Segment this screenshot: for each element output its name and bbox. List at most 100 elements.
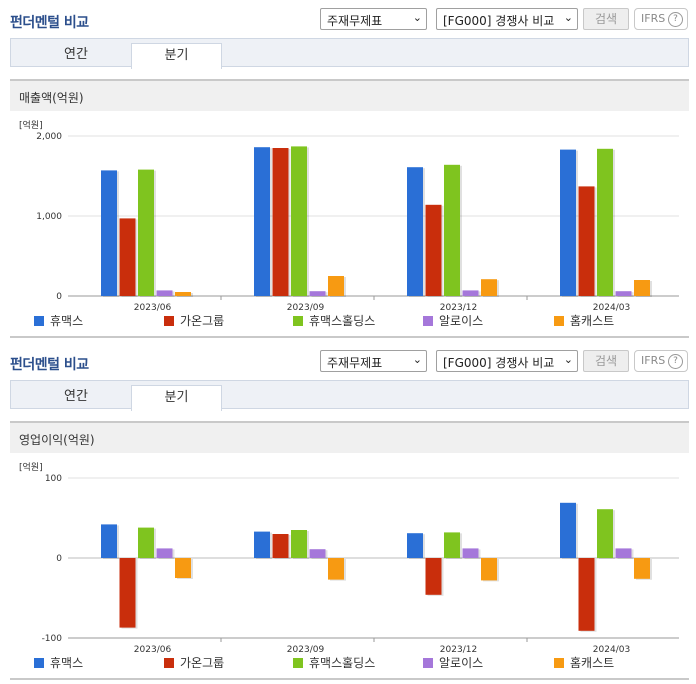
- chevron-down-icon: ⌄: [412, 11, 422, 24]
- chart-legend: 휴맥스 가온그룹 휴맥스홀딩스 알로이스 홈캐스트: [0, 654, 696, 670]
- bar-휴맥스: [101, 170, 117, 296]
- bar-휴맥스: [560, 149, 576, 296]
- x-tick-label: 2023/09: [287, 645, 325, 654]
- legend-item[interactable]: 알로이스: [423, 312, 483, 329]
- tab-annual[interactable]: 연간: [64, 47, 88, 62]
- period-tabs: 연간 분기: [10, 380, 689, 411]
- legend-swatch: [423, 658, 433, 668]
- legend-item[interactable]: 가온그룹: [164, 654, 224, 671]
- x-tick-label: 2024/03: [593, 303, 630, 312]
- operating-profit-chart: -100 0 100 2023/06 2023/09 2023/12 2024/03: [42, 474, 679, 654]
- bar-휴맥스: [101, 524, 117, 558]
- tab-quarterly[interactable]: 분기: [131, 385, 222, 411]
- ifrs-help-button[interactable]: IFRS ?: [634, 8, 688, 30]
- panel-header: 펀더멘털 비교 주재무제표 ⌄ [FG000] 경쟁사 비교 ⌄ 검색 IFRS…: [0, 0, 696, 38]
- x-tick-label: 2023/12: [440, 303, 477, 312]
- ifrs-help-button[interactable]: IFRS ?: [634, 350, 688, 372]
- tab-annual[interactable]: 연간: [64, 389, 88, 404]
- bar-가온그룹: [578, 186, 595, 296]
- metric-title: 영업이익(억원): [19, 433, 95, 447]
- legend-item[interactable]: 휴맥스홀딩스: [293, 312, 375, 329]
- legend-swatch: [164, 316, 174, 326]
- bar-알로이스: [309, 291, 326, 296]
- bar-가온그룹: [425, 558, 442, 595]
- x-tick-label: 2024/03: [593, 645, 630, 654]
- x-tick-label: 2023/12: [440, 645, 477, 654]
- legend-swatch: [554, 316, 564, 326]
- legend-item[interactable]: 휴맥스: [34, 312, 83, 329]
- bar-홈캐스트: [481, 558, 497, 581]
- bar-홈캐스트: [175, 558, 191, 578]
- legend-item[interactable]: 홈캐스트: [554, 654, 614, 671]
- bar-알로이스: [156, 290, 173, 296]
- bar-휴맥스: [407, 167, 423, 296]
- panel-title: 펀더멘털 비교: [10, 357, 89, 373]
- compare-select[interactable]: [FG000] 경쟁사 비교 ⌄: [436, 8, 578, 30]
- bar-알로이스: [615, 548, 632, 558]
- ifrs-label: IFRS: [641, 12, 666, 25]
- unit-label: [억원]: [19, 121, 43, 131]
- legend-label: 가온그룹: [180, 656, 225, 670]
- statement-select[interactable]: 주재무제표 ⌄: [320, 8, 427, 30]
- legend-swatch: [34, 658, 44, 668]
- divider: [10, 336, 689, 338]
- legend-label: 휴맥스홀딩스: [309, 656, 376, 670]
- compare-select[interactable]: [FG000] 경쟁사 비교 ⌄: [436, 350, 578, 372]
- legend-label: 홈캐스트: [570, 314, 615, 328]
- legend-label: 알로이스: [439, 314, 484, 328]
- y-tick-label: -100: [42, 634, 63, 644]
- bar-휴맥스홀딩스: [597, 148, 613, 296]
- y-tick-label: 1,000: [36, 212, 62, 222]
- bar-휴맥스: [254, 147, 270, 296]
- legend-swatch: [34, 316, 44, 326]
- bar-휴맥스홀딩스: [444, 532, 460, 558]
- legend-label: 휴맥스: [50, 314, 84, 328]
- legend-swatch: [293, 658, 303, 668]
- statement-select[interactable]: 주재무제표 ⌄: [320, 350, 427, 372]
- legend-label: 휴맥스홀딩스: [309, 314, 376, 328]
- legend-item[interactable]: 홈캐스트: [554, 312, 614, 329]
- legend-swatch: [293, 316, 303, 326]
- tab-quarterly[interactable]: 분기: [131, 43, 222, 69]
- bar-가온그룹: [578, 558, 595, 631]
- legend-label: 휴맥스: [50, 656, 84, 670]
- search-button[interactable]: 검색: [583, 8, 629, 30]
- legend-swatch: [423, 316, 433, 326]
- operating-profit-panel: 펀더멘털 비교 주재무제표 ⌄ [FG000] 경쟁사 비교 ⌄ 검색 IFRS…: [0, 342, 696, 680]
- bar-가온그룹: [119, 558, 136, 628]
- bar-홈캐스트: [328, 558, 344, 580]
- legend-swatch: [554, 658, 564, 668]
- metric-title: 매출액(억원): [19, 91, 84, 105]
- legend-item[interactable]: 가온그룹: [164, 312, 224, 329]
- statement-select-value: 주재무제표: [327, 14, 383, 28]
- x-tick-label: 2023/06: [134, 303, 172, 312]
- bar-휴맥스홀딩스: [597, 509, 613, 558]
- search-button[interactable]: 검색: [583, 350, 629, 372]
- bar-홈캐스트: [175, 292, 191, 296]
- legend-item[interactable]: 알로이스: [423, 654, 483, 671]
- bar-알로이스: [156, 548, 173, 558]
- help-icon: ?: [668, 12, 683, 27]
- ifrs-label: IFRS: [641, 354, 666, 367]
- bar-가온그룹: [119, 218, 136, 296]
- y-tick-label: 0: [56, 554, 62, 564]
- revenue-chart: 0 1,000 2,000 2023/06 2023/09 2023/12 2024/03: [36, 132, 679, 312]
- bar-알로이스: [462, 290, 479, 296]
- legend-item[interactable]: 휴맥스홀딩스: [293, 654, 375, 671]
- bar-홈캐스트: [634, 558, 650, 579]
- legend-item[interactable]: 휴맥스: [34, 654, 83, 671]
- legend-swatch: [164, 658, 174, 668]
- y-tick-label: 0: [56, 292, 62, 302]
- bar-가온그룹: [272, 534, 289, 558]
- panel-title: 펀더멘털 비교: [10, 15, 89, 31]
- metric-header: 매출액(억원): [10, 79, 689, 111]
- divider: [10, 678, 689, 680]
- bar-휴맥스: [254, 531, 270, 558]
- bar-가온그룹: [425, 204, 442, 296]
- bar-휴맥스홀딩스: [138, 527, 154, 558]
- compare-select-value: [FG000] 경쟁사 비교: [443, 14, 555, 28]
- bar-홈캐스트: [634, 280, 650, 296]
- help-icon: ?: [668, 354, 683, 369]
- chart-legend: 휴맥스 가온그룹 휴맥스홀딩스 알로이스 홈캐스트: [0, 312, 696, 328]
- bar-알로이스: [615, 291, 632, 296]
